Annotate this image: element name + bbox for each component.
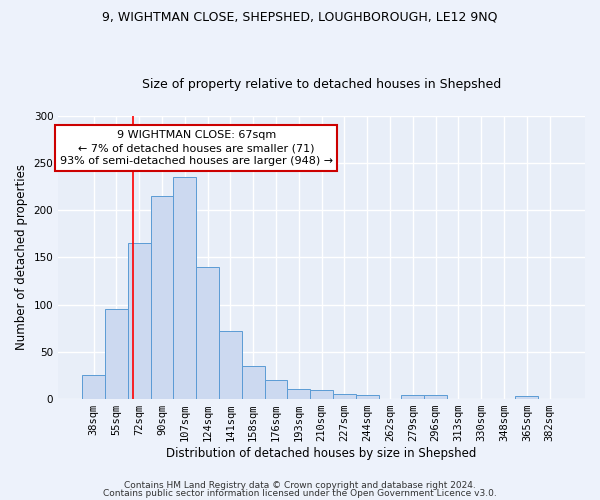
Text: 9, WIGHTMAN CLOSE, SHEPSHED, LOUGHBOROUGH, LE12 9NQ: 9, WIGHTMAN CLOSE, SHEPSHED, LOUGHBOROUG…	[102, 10, 498, 23]
Text: Contains HM Land Registry data © Crown copyright and database right 2024.: Contains HM Land Registry data © Crown c…	[124, 481, 476, 490]
Bar	[515, 396, 538, 399]
X-axis label: Distribution of detached houses by size in Shepshed: Distribution of detached houses by size …	[166, 447, 477, 460]
Bar	[356, 396, 379, 399]
Bar	[173, 177, 196, 399]
Bar	[287, 388, 310, 399]
Bar	[310, 390, 333, 399]
Bar	[128, 244, 151, 399]
Bar	[82, 376, 105, 399]
Bar	[219, 331, 242, 399]
Bar	[105, 310, 128, 399]
Bar	[333, 394, 356, 399]
Bar	[196, 267, 219, 399]
Bar	[242, 366, 265, 399]
Bar	[265, 380, 287, 399]
Text: Contains public sector information licensed under the Open Government Licence v3: Contains public sector information licen…	[103, 488, 497, 498]
Bar	[401, 396, 424, 399]
Bar	[151, 196, 173, 399]
Text: 9 WIGHTMAN CLOSE: 67sqm
← 7% of detached houses are smaller (71)
93% of semi-det: 9 WIGHTMAN CLOSE: 67sqm ← 7% of detached…	[59, 130, 333, 166]
Bar	[424, 396, 447, 399]
Y-axis label: Number of detached properties: Number of detached properties	[15, 164, 28, 350]
Title: Size of property relative to detached houses in Shepshed: Size of property relative to detached ho…	[142, 78, 501, 91]
